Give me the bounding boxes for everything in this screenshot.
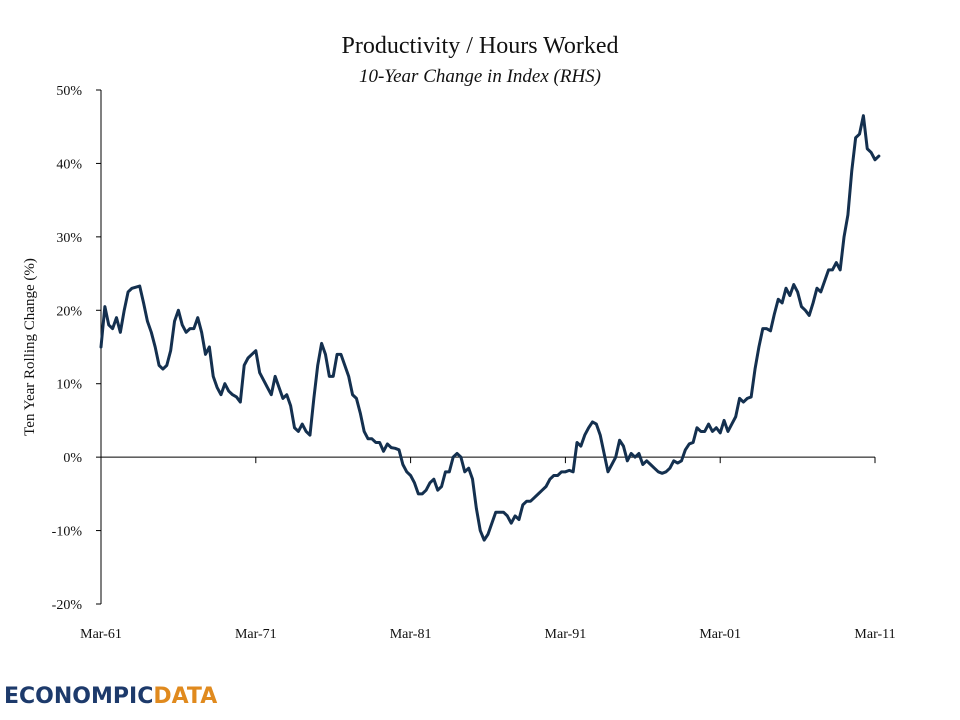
chart-subtitle: 10-Year Change in Index (RHS) <box>359 66 601 87</box>
x-tick-label: Mar-81 <box>390 627 432 642</box>
y-tick-label: 50% <box>56 84 82 99</box>
logo-part-1: ECONOMPIC <box>4 684 154 709</box>
x-tick-label: Mar-71 <box>235 627 277 642</box>
y-axis-title: Ten Year Rolling Change (%) <box>22 258 38 436</box>
y-tick-label: -20% <box>52 598 83 613</box>
y-tick-label: -10% <box>52 525 83 540</box>
y-tick-label: 20% <box>56 304 82 319</box>
y-axis-ticks: 50% 40% 30% 20% 10% 0% -10% -20% <box>52 84 101 613</box>
y-tick-label: 30% <box>56 231 82 246</box>
x-tick-label: Mar-01 <box>699 627 741 642</box>
economicdata-logo: ECONOMPICDATA <box>4 684 217 709</box>
y-tick-label: 10% <box>56 378 82 393</box>
x-tick-label: Mar-61 <box>80 627 122 642</box>
y-tick-label: 0% <box>63 451 82 466</box>
chart-title: Productivity / Hours Worked <box>342 33 619 59</box>
logo-part-2: DATA <box>153 684 218 709</box>
x-tick-label: Mar-91 <box>545 627 587 642</box>
x-tick-label: Mar-11 <box>854 627 895 642</box>
y-tick-label: 40% <box>56 157 82 172</box>
x-axis-ticks: Mar-61 Mar-71 Mar-81 Mar-91 Mar-01 Mar-11 <box>80 457 896 642</box>
series-layer <box>99 114 881 542</box>
series-line <box>99 114 881 542</box>
